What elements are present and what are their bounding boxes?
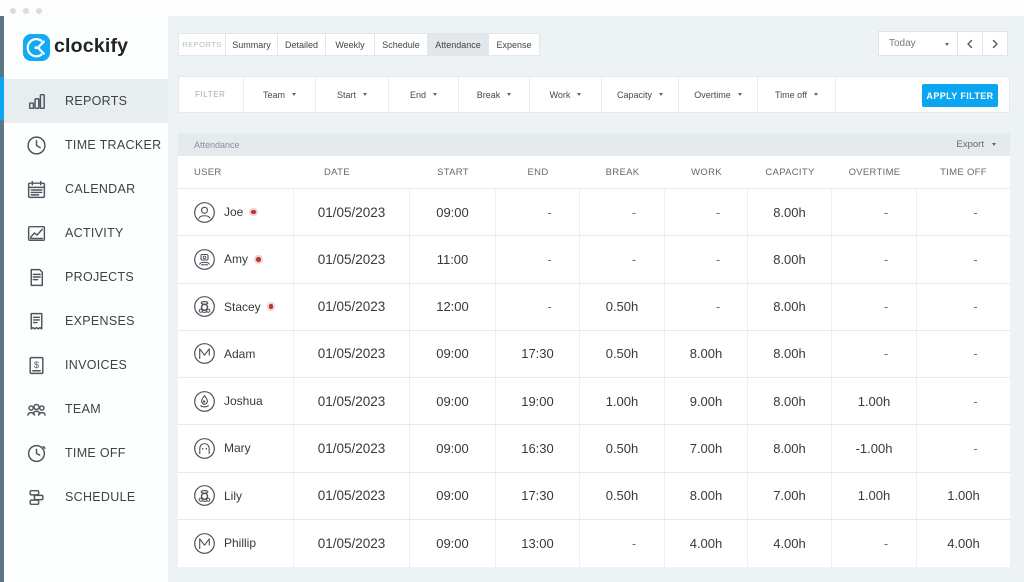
svg-text:$: $ (34, 360, 39, 370)
